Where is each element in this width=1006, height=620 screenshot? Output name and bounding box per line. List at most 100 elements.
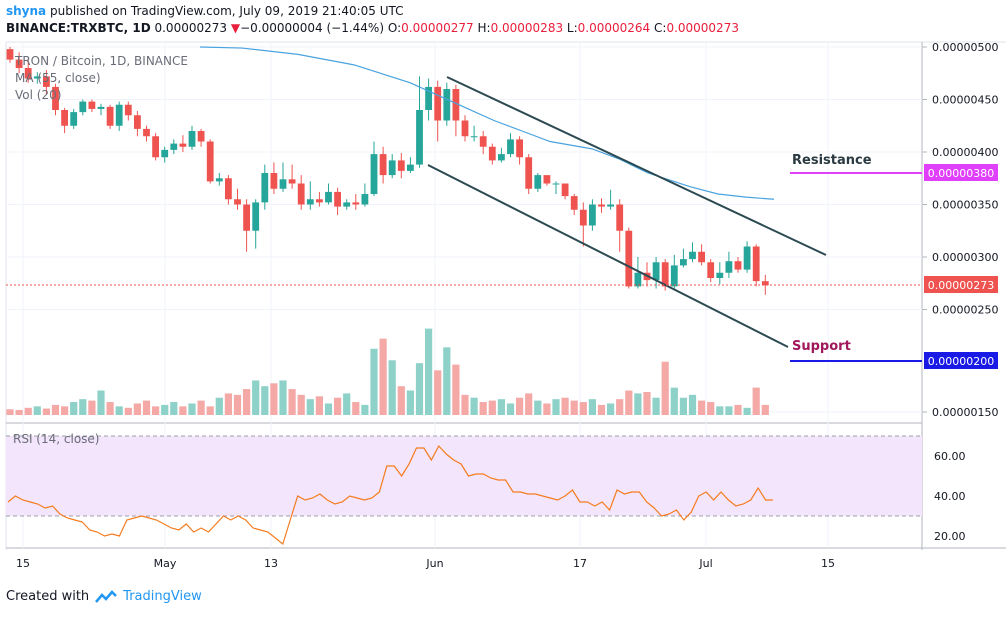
candle-body (252, 202, 260, 231)
rsi-axis[interactable]: 60.00 40.00 20.00 (934, 450, 966, 543)
low-value: 0.00000264 (577, 21, 651, 35)
candle-body (452, 89, 460, 121)
volume-bar (79, 399, 87, 415)
time-tick-label: Jul (698, 557, 712, 570)
down-arrow-icon: ▼ (230, 21, 241, 35)
volume-bar (33, 406, 41, 415)
volume-bar (488, 400, 496, 415)
volume-bar (634, 393, 642, 415)
chart-canvas[interactable]: Resistance Support TRON / Bitcoin, 1D, B… (0, 40, 1006, 620)
price-tick-label: 0.00000150 (932, 406, 998, 419)
candle-body (197, 131, 205, 142)
price-pane-frame (5, 41, 1006, 550)
time-axis[interactable]: 15 May 13 Jun 17 Jul 15 (16, 557, 835, 570)
volume-bar (452, 364, 460, 415)
volume-bar (534, 400, 542, 415)
volume-bar (379, 338, 387, 415)
candle-body (680, 259, 687, 266)
volume-bar (224, 393, 232, 415)
volume-bar (707, 402, 715, 415)
time-tick-label: 15 (821, 557, 835, 570)
candle-body (534, 175, 542, 189)
resistance-price-tag: 0.00000380 (924, 164, 998, 181)
volume-bar (233, 394, 242, 415)
volume-bar (743, 407, 751, 415)
candle-body (206, 141, 214, 182)
candle-body (297, 183, 305, 205)
volume-bar (607, 403, 615, 415)
volume-bar (434, 370, 442, 415)
candle-body (343, 202, 351, 207)
price-tick-label: 0.00000400 (932, 146, 998, 159)
support-price-text: 0.00000200 (928, 355, 994, 368)
volume-bar (698, 400, 706, 415)
candle-body (525, 157, 533, 189)
volume-bar (625, 390, 633, 415)
ma-curve (199, 46, 775, 200)
candle-body (334, 191, 341, 207)
price-axis[interactable]: 0.00000500 0.00000450 0.00000400 0.00000350… (922, 41, 998, 419)
price-tick-label: 0.00000500 (932, 41, 998, 54)
volume-bar (443, 347, 451, 415)
candle-body (352, 202, 360, 205)
candle-body (425, 86, 432, 110)
candle-body (434, 86, 442, 121)
rsi-band (6, 435, 922, 517)
time-tick-label: Jun (425, 557, 443, 570)
volume-bar (570, 400, 578, 415)
price-change: −0.00000004 (−1.44%) (240, 21, 385, 35)
ma-line (199, 46, 775, 200)
volume-bar (6, 409, 14, 415)
volume-bar (334, 397, 342, 415)
volume-bar (725, 406, 733, 415)
candle-body (134, 115, 141, 129)
volume-bar (597, 404, 606, 415)
volume-bar (643, 391, 651, 415)
volume-bar (15, 409, 23, 415)
last-price-tag: 0.00000273 (924, 276, 998, 293)
candle-body (88, 101, 96, 109)
volume-bar (306, 399, 314, 415)
candle-body (24, 68, 32, 79)
volume-bar (561, 397, 569, 415)
ma-legend[interactable]: MA (55, close) (15, 71, 101, 85)
volume-bar (406, 390, 414, 415)
ohlc-line: BINANCE:TRXBTC, 1D 0.00000273 ▼−0.000000… (6, 21, 739, 35)
resistance-trendline[interactable] (446, 76, 827, 256)
candle-body (689, 251, 696, 260)
volume-bar (315, 396, 323, 415)
candle-body (570, 196, 578, 210)
volume-bar (616, 399, 624, 415)
candle-body (625, 230, 633, 287)
volume-bar (88, 400, 96, 415)
candle-body (97, 106, 105, 109)
volume-bar (97, 390, 105, 415)
support-trendline[interactable] (427, 164, 789, 348)
tradingview-brand[interactable]: TradingView (123, 589, 202, 604)
volume-bar (115, 406, 123, 415)
author-name[interactable]: shyna (6, 4, 47, 18)
volume-bar (352, 402, 360, 415)
candle-body (361, 194, 369, 205)
candle-body (607, 204, 614, 207)
candle-body (52, 86, 59, 110)
candle-body (716, 272, 724, 278)
tradingview-logo-icon[interactable] (95, 589, 118, 604)
volume-bar (197, 400, 205, 415)
volume-bar (370, 348, 378, 415)
volume-bar (288, 389, 296, 415)
vol-legend[interactable]: Vol (20) (15, 88, 61, 102)
volume-bar (61, 406, 69, 415)
candle-body (479, 136, 487, 147)
volume-bar (24, 407, 32, 415)
volume-bar (324, 403, 333, 415)
volume-bar (479, 402, 487, 415)
candle-body (725, 261, 733, 273)
candle-body (215, 178, 223, 182)
volume-bar (297, 394, 305, 415)
candle-body (115, 104, 123, 126)
volume-bar (652, 397, 660, 415)
volume-bar (179, 406, 187, 415)
rsi-legend[interactable]: RSI (14, close) (13, 432, 99, 446)
chart-header: shyna published on TradingView.com, July… (0, 0, 1006, 40)
